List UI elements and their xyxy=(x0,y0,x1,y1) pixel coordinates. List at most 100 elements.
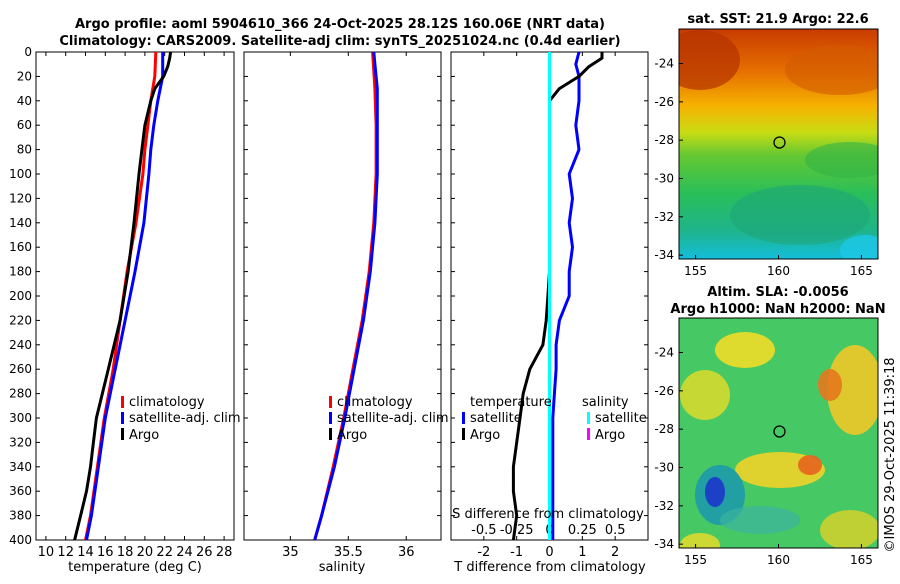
x-tick-label: -2 xyxy=(477,545,490,560)
sst-cool-patch xyxy=(840,235,878,259)
sla-anomaly-patch xyxy=(705,477,725,507)
legend-label-argo: Argo xyxy=(337,428,367,443)
map-y-tick-label: -26 xyxy=(654,384,674,398)
sla-map-image xyxy=(679,318,878,548)
x-tick-label: 2 xyxy=(611,545,619,560)
salinity-lines xyxy=(313,51,379,541)
argo-position-marker xyxy=(773,425,786,438)
legend-label-satellite-adj: satellite-adj. clim xyxy=(337,411,449,426)
x2-tick-label: -0.5 xyxy=(471,523,496,538)
sla-anomaly-patch xyxy=(827,345,878,435)
map-y-tick-label: -30 xyxy=(654,172,674,186)
y-tick-label: 120 xyxy=(9,191,32,205)
x2-tick-label: 0.5 xyxy=(605,523,626,538)
legend-label-s-satellite: satellite xyxy=(595,411,647,426)
difference-xlabel: T difference from climatology xyxy=(453,560,646,575)
map-y-tick-label: -34 xyxy=(654,248,674,262)
y-tick-label: 100 xyxy=(9,167,32,181)
legend-swatch-satellite-adj xyxy=(121,412,124,424)
salinity-axes: 35 35.5 36 xyxy=(244,51,441,560)
map-x-tick-label: 155 xyxy=(684,553,707,567)
salinity-plot-frame xyxy=(243,51,442,541)
legend-swatch-t-satellite xyxy=(462,412,465,424)
y-tick-label: 320 xyxy=(9,435,32,449)
legend-label-s-argo: Argo xyxy=(595,428,625,443)
y-tick-label: 300 xyxy=(9,411,32,425)
sst-green-patch xyxy=(805,142,878,178)
x-tick-label: 18 xyxy=(117,545,134,560)
x-tick-label: 35 xyxy=(282,545,299,560)
legend-swatch-satellite-adj xyxy=(329,412,332,424)
series-line-satellite-adj-clim xyxy=(313,51,379,541)
map-y-tick-label: -28 xyxy=(654,133,674,147)
legend-title-salinity: salinity xyxy=(582,395,629,410)
legend-swatch-t-argo xyxy=(462,428,465,440)
legend-swatch-s-argo xyxy=(587,428,590,440)
difference-x2label: S difference from climatology xyxy=(452,507,644,522)
legend-label-climatology: climatology xyxy=(129,395,205,410)
x-tick-label: 0 xyxy=(545,545,553,560)
x-tick-label: 10 xyxy=(38,545,55,560)
x-tick-label: 22 xyxy=(156,545,173,560)
x-tick-label: 14 xyxy=(77,545,94,560)
sla-anomaly-patch xyxy=(680,533,720,548)
x-tick-label: -1 xyxy=(510,545,523,560)
sst-map-title: sat. SST: 21.9 Argo: 22.6 xyxy=(687,12,868,27)
argo-position-marker xyxy=(773,136,786,149)
legend-swatch-argo xyxy=(329,428,332,440)
legend-swatch-climatology xyxy=(121,396,124,408)
y-tick-label: 200 xyxy=(9,289,32,303)
legend-swatch-climatology xyxy=(329,396,332,408)
sla-anomaly-patch xyxy=(680,370,730,420)
legend-swatch-s-satellite xyxy=(587,412,590,424)
sst-warm-patch xyxy=(679,30,740,90)
x-tick-label: 36 xyxy=(398,545,415,560)
legend-title-temperature: temperature xyxy=(470,395,552,410)
sst-cool-patch xyxy=(730,185,870,245)
salinity-legend: climatology satellite-adj. clim Argo xyxy=(329,395,449,443)
sla-anomaly-patch xyxy=(798,455,822,475)
map-x-tick-label: 160 xyxy=(767,553,790,567)
x2-tick-label: 0.25 xyxy=(568,523,597,538)
sla-map-axes: 155 160 165 -24 -26 -28 -30 -32 -34 xyxy=(654,346,872,568)
y-tick-label: 160 xyxy=(9,240,32,254)
x-tick-label: 24 xyxy=(176,545,193,560)
y-tick-label: 240 xyxy=(9,338,32,352)
legend-label-t-satellite: satellite xyxy=(470,411,522,426)
map-y-tick-label: -28 xyxy=(654,422,674,436)
temperature-xlabel: temperature (deg C) xyxy=(68,560,202,575)
x-tick-label: 20 xyxy=(137,545,154,560)
difference-legend: temperature satellite Argo salinity sate… xyxy=(462,395,647,443)
temperature-legend: climatology satellite-adj. clim Argo xyxy=(121,395,241,443)
x-tick-label: 28 xyxy=(216,545,233,560)
y-tick-label: 400 xyxy=(9,533,32,547)
map-y-tick-label: -24 xyxy=(654,57,674,71)
x-tick-label: 16 xyxy=(97,545,114,560)
legend-label-satellite-adj: satellite-adj. clim xyxy=(129,411,241,426)
y-tick-label: 220 xyxy=(9,313,32,327)
x-tick-label: 12 xyxy=(57,545,74,560)
sst-warm-patch xyxy=(785,45,878,95)
map-y-tick-label: -34 xyxy=(654,537,674,551)
map-y-tick-label: -32 xyxy=(654,499,674,513)
map-x-tick-label: 165 xyxy=(850,264,873,278)
salinity-xlabel: salinity xyxy=(319,560,366,575)
y-tick-label: 80 xyxy=(17,143,32,157)
title-line-1: Argo profile: aoml 5904610_366 24-Oct-20… xyxy=(75,17,605,32)
y-tick-label: 20 xyxy=(17,69,32,83)
x2-tick-label: -0.25 xyxy=(500,523,534,538)
y-tick-label: 180 xyxy=(9,265,32,279)
series-line-argo xyxy=(73,51,173,541)
legend-swatch-argo xyxy=(121,428,124,440)
series-line-t-argo xyxy=(511,52,604,541)
y-tick-label: 140 xyxy=(9,216,32,230)
sla-map-title-2: Argo h1000: NaN h2000: NaN xyxy=(670,302,885,317)
sla-anomaly-patch xyxy=(715,332,775,368)
y-tick-label: 60 xyxy=(17,118,32,132)
map-y-tick-label: -30 xyxy=(654,461,674,475)
map-y-tick-label: -24 xyxy=(654,346,674,360)
difference-lines xyxy=(511,51,604,541)
sla-map-title-1: Altim. SLA: -0.0056 xyxy=(707,285,848,300)
